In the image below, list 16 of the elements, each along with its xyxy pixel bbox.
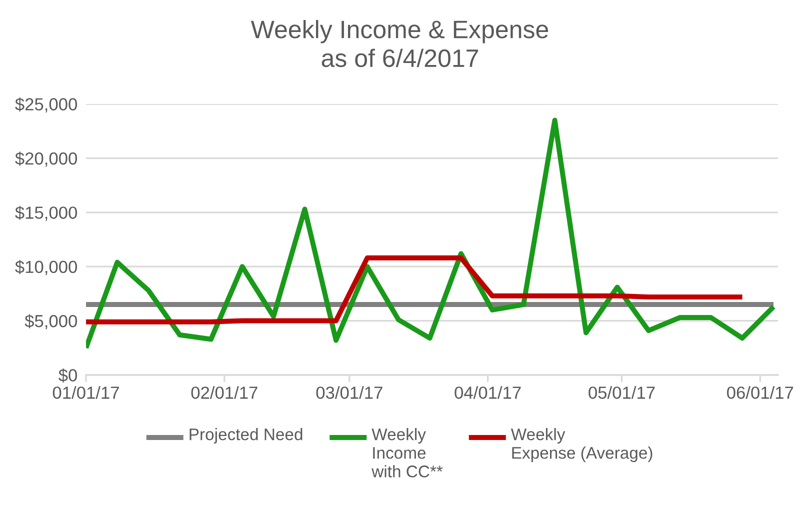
x-tick-label: 03/01/17 [316, 386, 382, 399]
chart-title: Weekly Income & Expense as of 6/4/2017 [250, 20, 548, 68]
y-tick-label: $5,000 [24, 314, 77, 330]
legend-label: Weekly Income with CC** [372, 428, 443, 478]
legend-label: Projected Need [190, 428, 302, 444]
legend-label: Weekly Expense (Average) [510, 428, 652, 462]
x-tick-label: 04/01/17 [454, 386, 521, 399]
y-tick-label: $25,000 [15, 97, 77, 113]
y-tick-label: $0 [58, 368, 77, 382]
x-tick-label: 05/01/17 [588, 386, 655, 399]
y-tick-label: $15,000 [15, 206, 77, 221]
x-tick-label: 01/01/17 [52, 386, 119, 399]
x-tick-label: 02/01/17 [191, 386, 258, 399]
x-tick-label: 06/01/17 [727, 386, 794, 399]
y-tick-label: $10,000 [15, 260, 77, 276]
y-tick-label: $20,000 [15, 152, 77, 167]
